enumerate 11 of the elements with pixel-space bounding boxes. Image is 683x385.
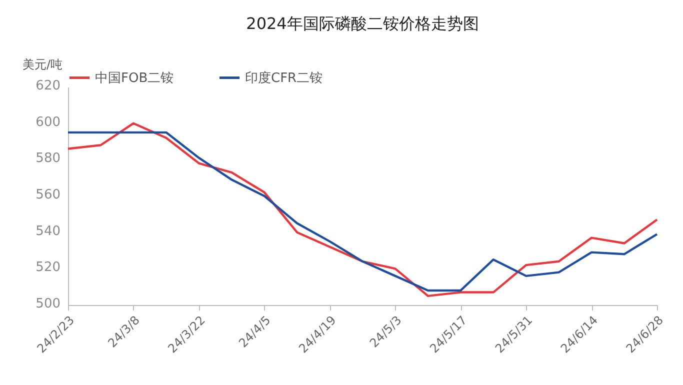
y-tick-label: 620: [36, 78, 60, 94]
y-axis-title: 美元/吨: [22, 58, 63, 72]
y-tick-label: 600: [36, 114, 60, 130]
y-tick-label: 520: [36, 260, 60, 276]
legend-label: 中国FOB二铵: [95, 70, 174, 86]
y-tick-label: 540: [36, 224, 60, 239]
y-tick-label: 500: [36, 296, 60, 312]
chart-title: 2024年国际磷酸二铵价格走势图: [246, 14, 479, 33]
y-tick-label: 560: [36, 188, 60, 202]
y-tick-label: 580: [36, 151, 60, 166]
legend-label: 印度CFR二铵: [245, 70, 323, 86]
